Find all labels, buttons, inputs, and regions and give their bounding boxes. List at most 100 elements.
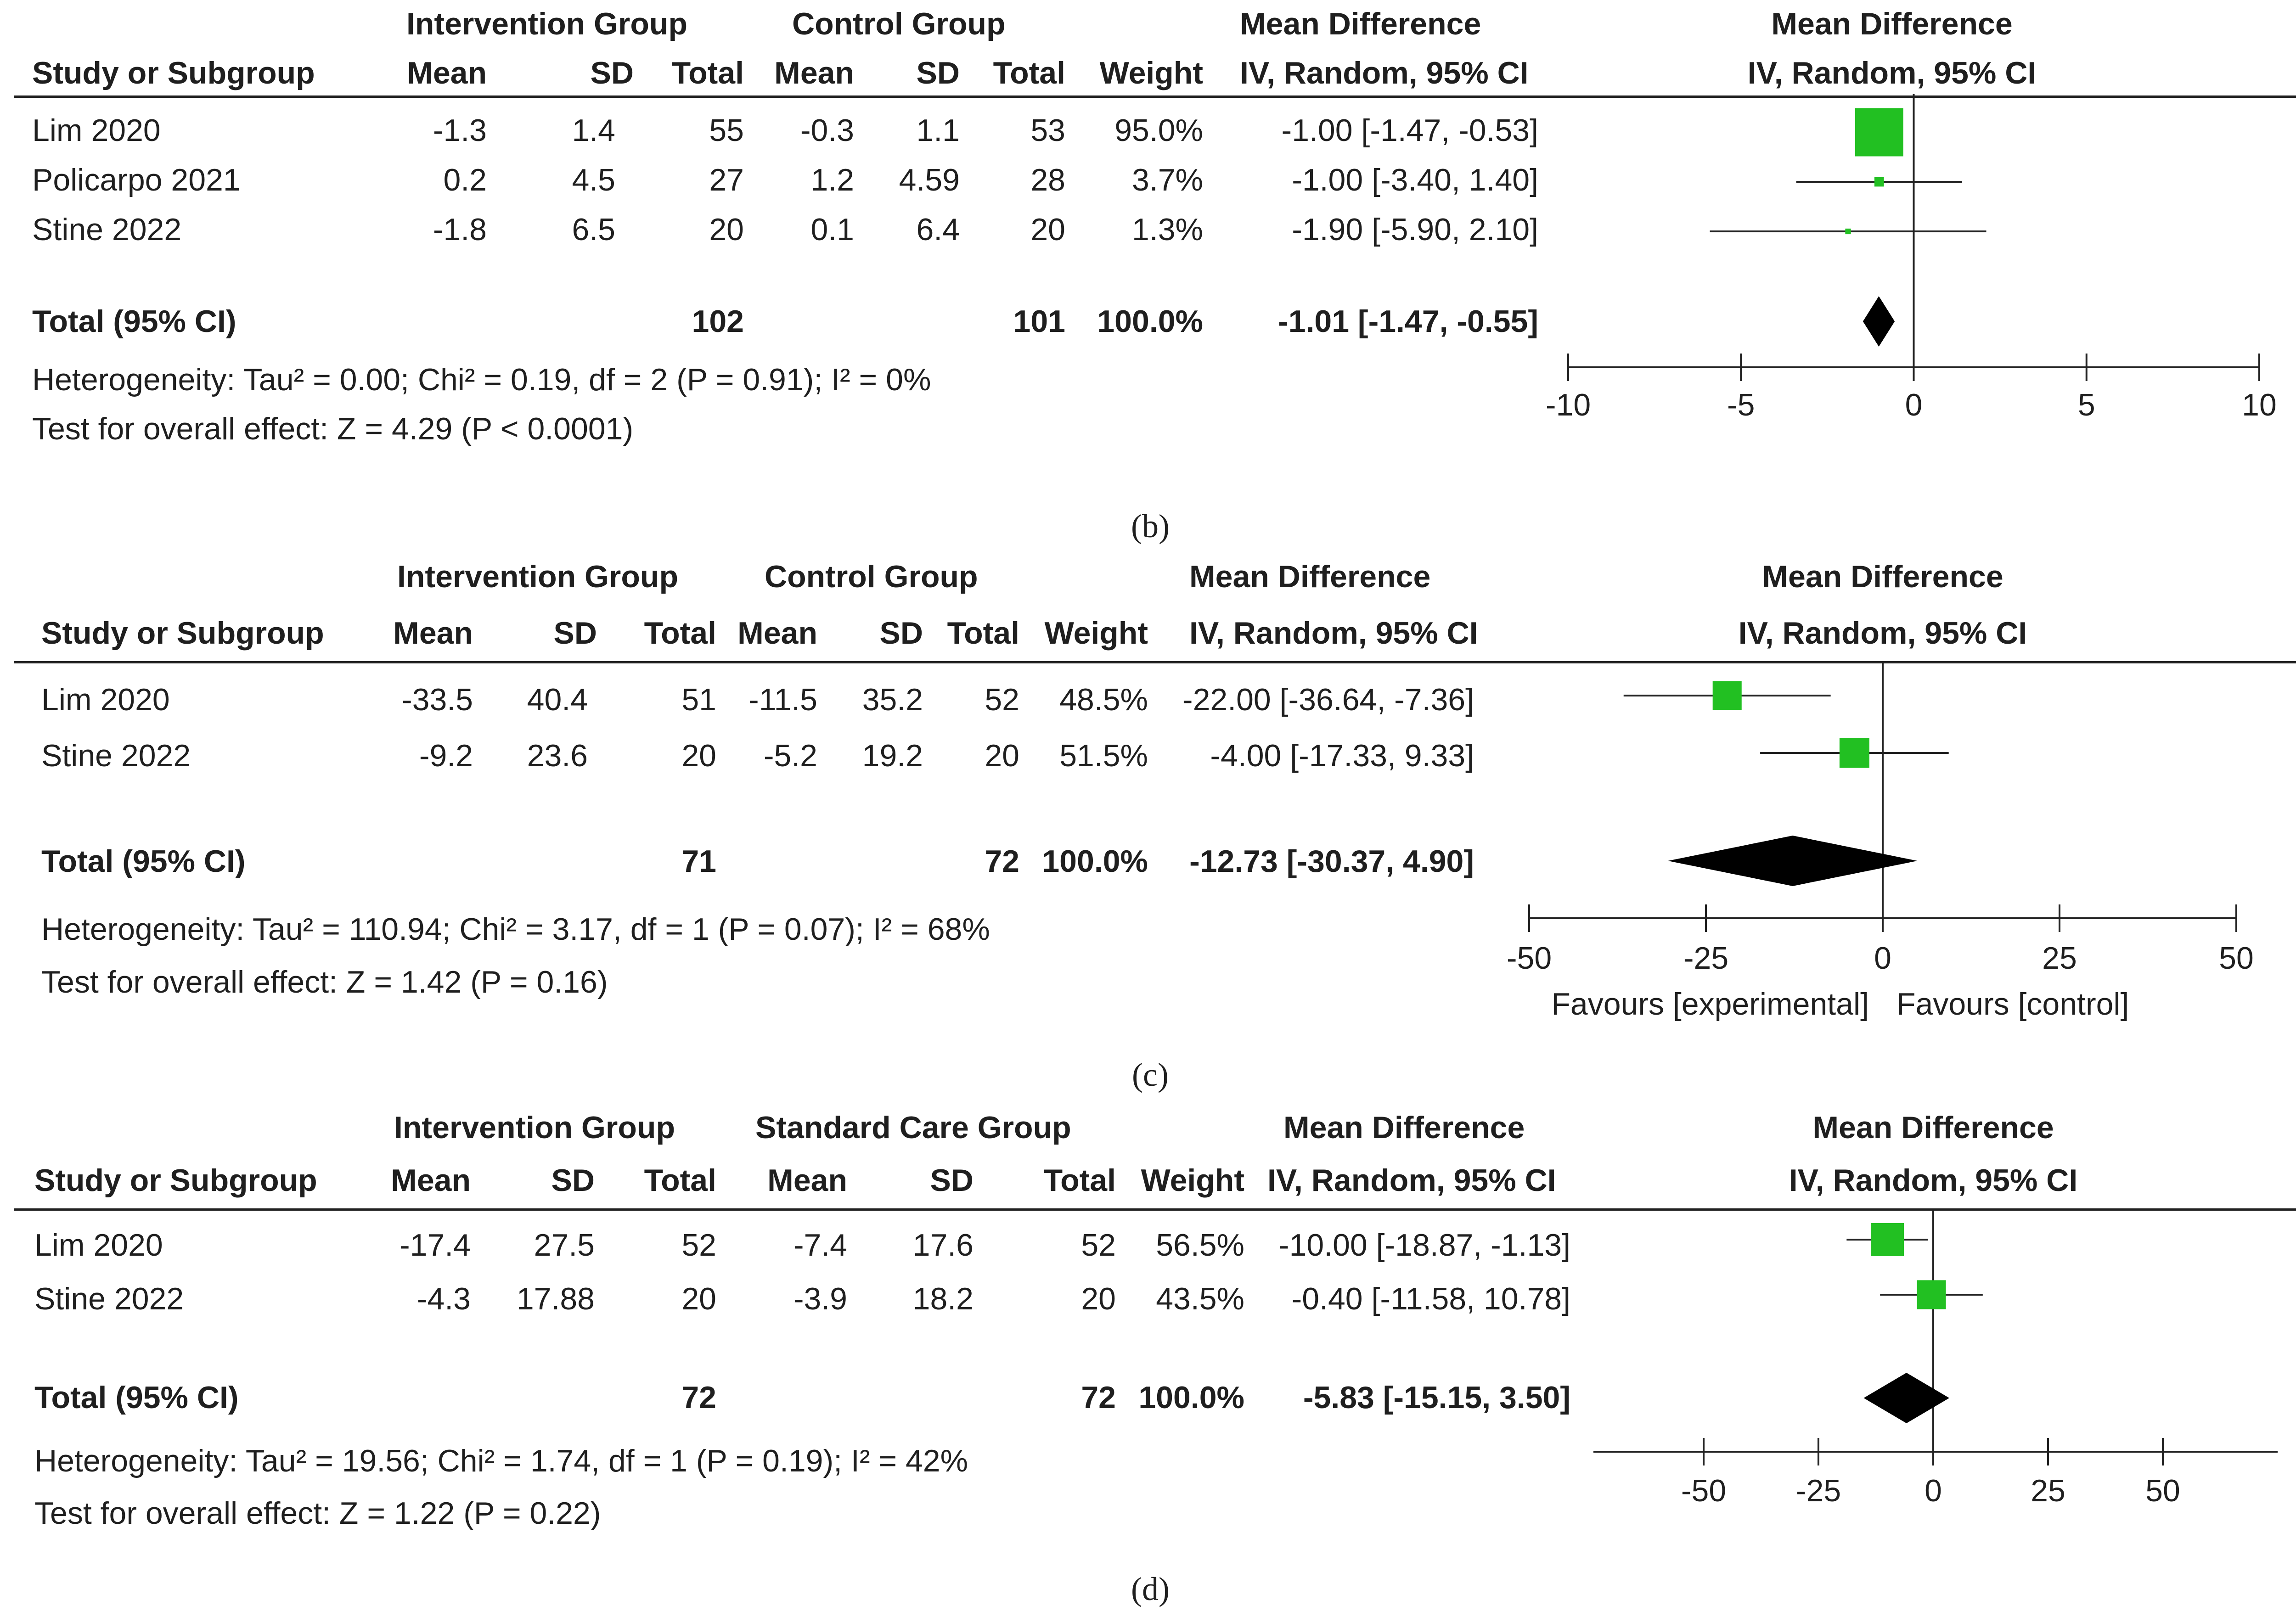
study-marker [1712, 681, 1742, 710]
total2-sum: 101 [1013, 304, 1065, 339]
weight-header: Weight [1044, 616, 1148, 651]
total2-sum: 72 [1081, 1380, 1116, 1415]
study-name: Lim 2020 [32, 113, 161, 148]
total1-sum: 72 [681, 1380, 716, 1415]
pooled-estimate-diamond [1668, 836, 1918, 886]
sd1-header: SD [551, 1163, 595, 1198]
md-title: Mean Difference [1283, 1110, 1525, 1145]
total-label: Total (95% CI) [32, 304, 236, 339]
ci-value: -1.00 [-3.40, 1.40] [1292, 163, 1538, 197]
sd2-value: 4.59 [899, 163, 960, 197]
group1-header: Intervention Group [394, 1110, 675, 1145]
weight-header: Weight [1141, 1163, 1244, 1198]
study-name: Lim 2020 [34, 1228, 163, 1263]
md-sub: IV, Random, 95% CI [1189, 616, 1478, 651]
group1-header: Intervention Group [397, 559, 678, 594]
plot-title: Mean Difference [1812, 1110, 2054, 1145]
header-rule [14, 1208, 2296, 1211]
x-tick-label: 10 [2242, 387, 2277, 422]
md-title: Mean Difference [1240, 6, 1481, 41]
ci-value: -1.00 [-1.47, -0.53] [1281, 113, 1538, 148]
x-tick-label: 0 [1905, 387, 1923, 422]
ci-value: -0.40 [-11.58, 10.78] [1291, 1281, 1570, 1316]
total1-value: 20 [709, 212, 744, 247]
plot-sub: IV, Random, 95% CI [1747, 56, 2037, 90]
header-rule [14, 661, 2296, 663]
weight-value: 1.3% [1132, 212, 1203, 247]
pooled-estimate-diamond [1863, 296, 1895, 347]
mean2-value: 0.1 [810, 212, 854, 247]
study-header: Study or Subgroup [41, 616, 324, 651]
total1-value: 55 [709, 113, 744, 148]
total2-value: 53 [1030, 113, 1065, 148]
mean2-value: -11.5 [748, 682, 817, 717]
md-sub: IV, Random, 95% CI [1267, 1163, 1556, 1198]
sd1-value: 27.5 [534, 1228, 595, 1263]
x-tick-label: 0 [1925, 1473, 1942, 1508]
forest-plot: -50 -25 0 25 50 [1593, 1210, 2278, 1508]
weight-value: 95.0% [1114, 113, 1203, 148]
group2-header: Control Group [792, 6, 1006, 41]
total1-header: Total [644, 1163, 716, 1198]
group2-header: Control Group [765, 559, 978, 594]
x-tick-label: 50 [2145, 1473, 2180, 1508]
total2-value: 28 [1030, 163, 1065, 197]
total-weight: 100.0% [1097, 304, 1203, 339]
x-tick-label: 25 [2042, 941, 2077, 976]
total1-header: Total [644, 616, 716, 651]
forest-plot: -50 -25 0 25 50 Favours [experimental] Favours… [1507, 661, 2254, 1022]
total-ci: -5.83 [-15.15, 3.50] [1303, 1380, 1570, 1415]
sd1-value: 17.88 [516, 1281, 595, 1316]
study-marker [1871, 1223, 1904, 1256]
mean2-value: -7.4 [793, 1228, 847, 1263]
total1-value: 20 [681, 738, 716, 773]
study-name: Stine 2022 [34, 1281, 184, 1316]
header-rule [14, 95, 2296, 98]
sd2-value: 19.2 [862, 738, 923, 773]
overall-effect-text: Test for overall effect: Z = 4.29 (P < 0… [32, 411, 634, 446]
x-tick-label: 5 [2078, 387, 2095, 422]
plot-title: Mean Difference [1771, 6, 2013, 41]
total1-header: Total [671, 56, 744, 90]
x-tick-label: -50 [1681, 1473, 1726, 1508]
sd2-header: SD [879, 616, 923, 651]
sd2-value: 1.1 [916, 113, 960, 148]
pooled-estimate-diamond [1863, 1373, 1949, 1423]
sd2-value: 35.2 [862, 682, 923, 717]
total2-value: 20 [1030, 212, 1065, 247]
study-name: Stine 2022 [41, 738, 191, 773]
sd1-header: SD [553, 616, 597, 651]
mean2-value: -5.2 [763, 738, 817, 773]
sd2-value: 18.2 [912, 1281, 974, 1316]
total1-sum: 71 [681, 844, 716, 879]
total-weight: 100.0% [1042, 844, 1148, 879]
x-tick-label: 50 [2219, 941, 2254, 976]
total-ci: -12.73 [-30.37, 4.90] [1189, 844, 1474, 879]
total1-value: 27 [709, 163, 744, 197]
study-marker [1839, 738, 1869, 768]
mean1-header: Mean [391, 1163, 471, 1198]
total1-value: 20 [681, 1281, 716, 1316]
sd1-header: SD [590, 56, 634, 90]
sd1-value: 23.6 [527, 738, 588, 773]
sd1-value: 4.5 [572, 163, 615, 197]
mean2-value: -0.3 [800, 113, 854, 148]
ci-value: -10.00 [-18.87, -1.13] [1278, 1228, 1570, 1263]
total2-sum: 72 [985, 844, 1019, 879]
mean1-value: -9.2 [419, 738, 473, 773]
study-marker [1855, 108, 1903, 157]
forest-panel-3: Intervention Group Standard Care Group M… [0, 1102, 2296, 1561]
mean2-header: Mean [767, 1163, 847, 1198]
study-marker [1845, 228, 1851, 235]
weight-value: 48.5% [1059, 682, 1148, 717]
weight-header: Weight [1099, 56, 1203, 90]
total2-value: 20 [985, 738, 1019, 773]
weight-value: 3.7% [1132, 163, 1203, 197]
study-name: Stine 2022 [32, 212, 182, 247]
total2-header: Total [1043, 1163, 1116, 1198]
mean2-value: 1.2 [810, 163, 854, 197]
total-ci: -1.01 [-1.47, -0.55] [1278, 304, 1538, 339]
x-tick-label: -5 [1727, 387, 1755, 422]
total1-value: 52 [681, 1228, 716, 1263]
overall-effect-text: Test for overall effect: Z = 1.42 (P = 0… [41, 965, 608, 999]
